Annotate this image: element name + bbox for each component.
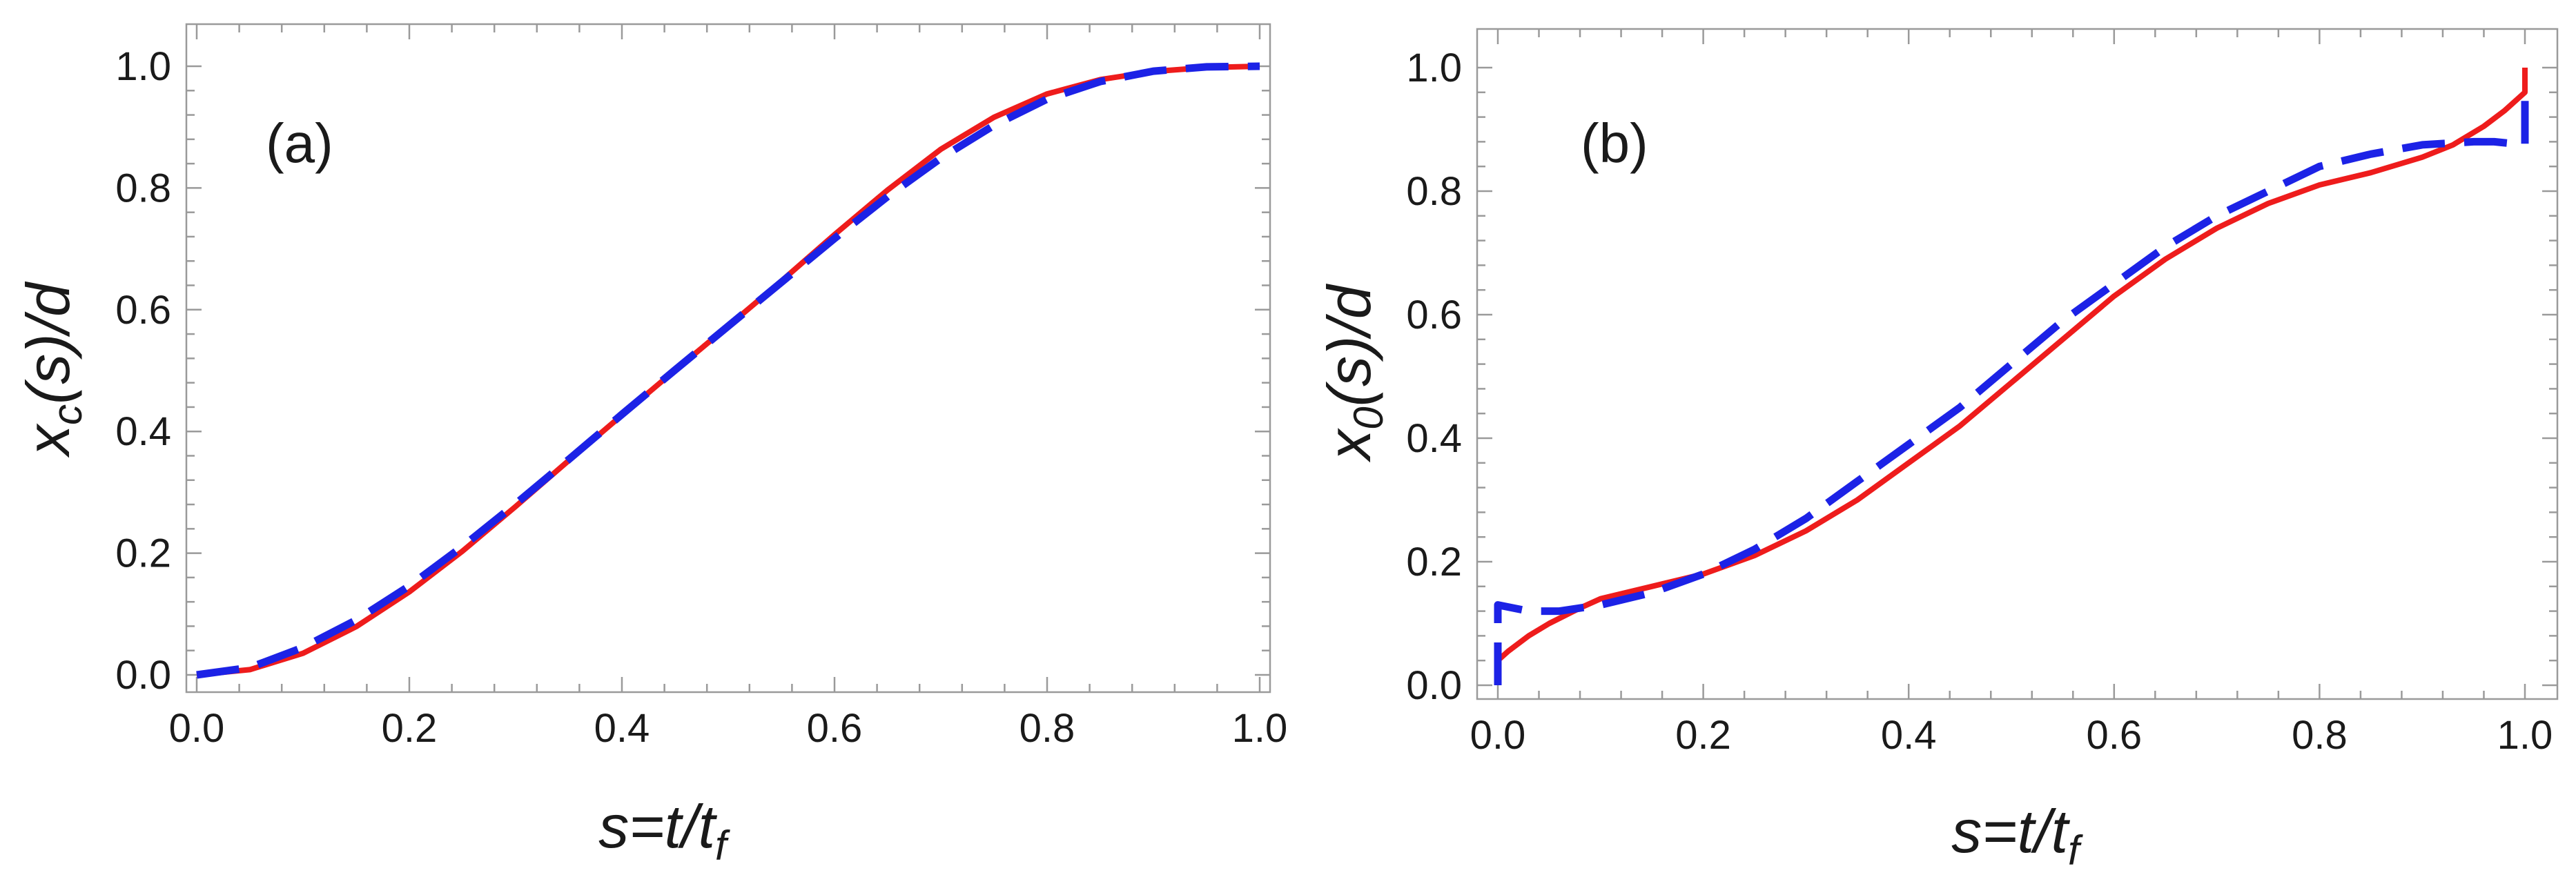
panel-a-xtick-label: 0.2 [382, 706, 438, 751]
panel-a-xtick-label: 1.0 [1232, 706, 1288, 751]
panel-b-ylabel-sub: 0 [1345, 406, 1392, 429]
panel-b-xtick-label: 0.6 [2086, 713, 2142, 758]
panel-b-xtick-label: 0.2 [1675, 713, 1731, 758]
panel-b-xtick-label: 0.4 [1881, 713, 1937, 758]
panel-b-ylabel-main: x [1315, 428, 1383, 463]
panel-b-xlabel-main: s=t/t [1951, 797, 2070, 865]
panel-b-ytick-label: 0.4 [1406, 416, 1462, 461]
panel-b-xlabel-sub: f [2068, 827, 2083, 874]
panel-b-ylabel-post: (s)/d [1315, 283, 1383, 406]
panel-b-xtick-label: 0.8 [2292, 713, 2348, 758]
panel-b-ytick-labels: 0.0 0.2 0.4 0.6 0.8 1.0 [1406, 46, 1462, 708]
panel-a-xtick-label: 0.6 [807, 706, 863, 751]
panel-a-xtick-label: 0.0 [169, 706, 225, 751]
panel-a-ylabel-post: (s)/d [14, 281, 82, 404]
panel-a-ytick-labels: 0.0 0.2 0.4 0.6 0.8 1.0 [115, 44, 171, 698]
panel-a-ytick-label: 0.8 [115, 166, 171, 210]
panel-a-x-axis-title: s=t/tf [598, 792, 730, 869]
panel-a-ylabel-sub: c [44, 404, 90, 425]
panel-a-y-axis-title: xc(s)/d [14, 281, 90, 458]
panel-b-ytick-label: 0.6 [1406, 293, 1462, 337]
panel-a-xtick-labels: 0.0 0.2 0.4 0.6 0.8 1.0 [169, 706, 1288, 751]
panel-b: 0.0 0.2 0.4 0.6 0.8 1.0 0.0 0.2 0.4 0.6 0.8 1.0 (b… [1315, 28, 2559, 874]
panel-a-xlabel-sub: f [715, 823, 730, 869]
panel-b-ytick-label: 0.0 [1406, 663, 1462, 708]
panel-b-x-axis-title: s=t/tf [1951, 797, 2083, 874]
panel-a-ticks [186, 24, 1270, 692]
panel-b-ytick-label: 1.0 [1406, 46, 1462, 90]
panel-b-series [1494, 68, 2529, 685]
panel-b-xtick-labels: 0.0 0.2 0.4 0.6 0.8 1.0 [1470, 713, 2553, 758]
panel-a-xtick-label: 0.4 [594, 706, 650, 751]
panel-a-series-dashed [196, 62, 1260, 679]
panel-a-ytick-label: 0.2 [115, 531, 171, 576]
panel-b-ticks [1477, 29, 2557, 699]
panel-b-xtick-label: 1.0 [2497, 713, 2553, 758]
panel-b-y-axis-title: x0(s)/d [1315, 283, 1392, 462]
panel-a: 0.0 0.2 0.4 0.6 0.8 1.0 0.0 0.2 0.4 0.6 0.8 1.0 (a… [14, 23, 1288, 869]
panel-a-xtick-label: 0.8 [1019, 706, 1075, 751]
panel-a-ytick-label: 0.4 [115, 409, 171, 454]
panel-a-series [196, 62, 1260, 679]
panel-a-ytick-label: 1.0 [115, 44, 171, 89]
panel-a-ytick-label: 0.0 [115, 653, 171, 698]
panel-b-ytick-label: 0.8 [1406, 169, 1462, 214]
panel-b-series-solid [1495, 68, 2528, 685]
panel-a-ylabel-main: x [14, 423, 82, 458]
panel-b-ytick-label: 0.2 [1406, 540, 1462, 584]
panel-b-series-dashed [1494, 86, 2529, 685]
panel-b-label: (b) [1581, 112, 1648, 174]
panel-a-xlabel-main: s=t/t [598, 792, 717, 861]
panel-b-xtick-label: 0.0 [1470, 713, 1526, 758]
panel-a-ytick-label: 0.6 [115, 288, 171, 333]
panel-a-label: (a) [266, 112, 333, 174]
